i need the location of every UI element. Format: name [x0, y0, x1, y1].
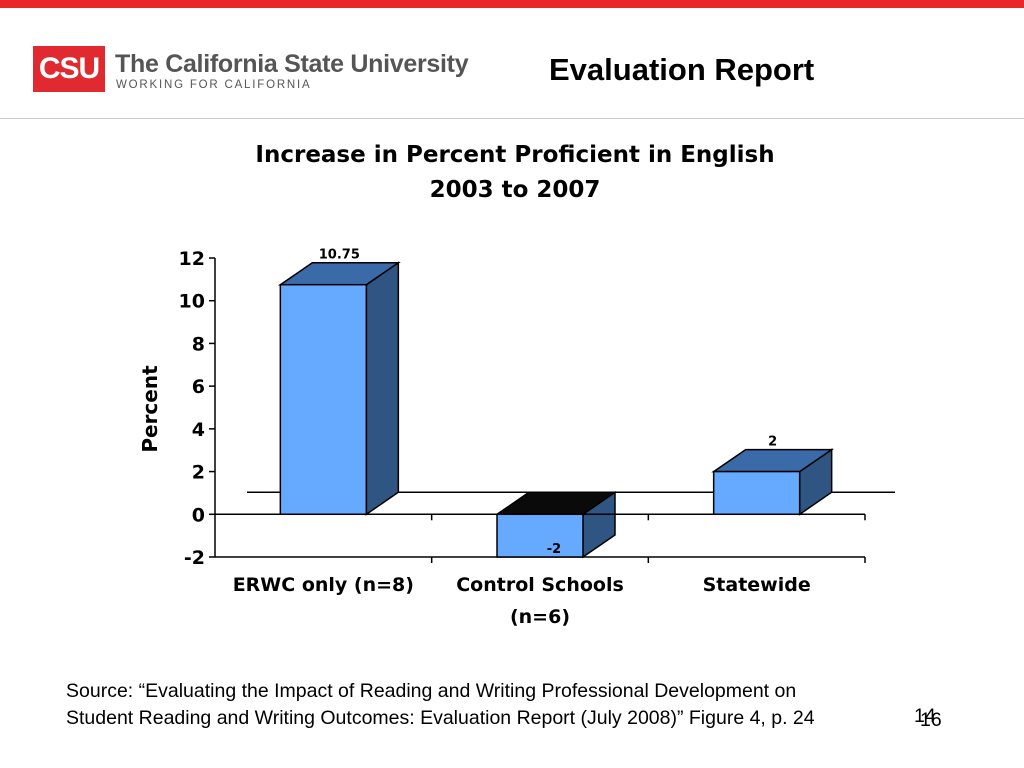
csu-logo-tagline: WORKING FOR CALIFORNIA — [116, 79, 312, 91]
header-divider — [0, 118, 1024, 119]
bar — [712, 470, 801, 516]
source-line-1: Source: “Evaluating the Impact of Readin… — [66, 680, 797, 702]
x-category-label: (n=6) — [510, 606, 570, 628]
data-label: 2 — [768, 435, 777, 450]
bar — [496, 513, 584, 558]
x-category-label: ERWC only (n=8) — [233, 574, 414, 596]
y-tick-label: 4 — [192, 419, 205, 441]
csu-logo-mark: CSU — [33, 46, 105, 92]
y-tick-label: 12 — [179, 248, 205, 270]
source-line-2: Student Reading and Writing Outcomes: Ev… — [66, 707, 815, 729]
page-number-overlay: 16 — [920, 709, 942, 731]
y-tick-label: -2 — [184, 547, 205, 569]
source-citation: Source: “Evaluating the Impact of Readin… — [66, 678, 966, 732]
csu-logo: CSU The California State University WORK… — [33, 44, 469, 94]
y-axis-label: Percent — [138, 365, 162, 453]
y-tick-label: 0 — [192, 504, 205, 526]
page-number: 14 — [914, 705, 936, 727]
data-label: -2 — [547, 542, 561, 557]
y-tick-label: 8 — [192, 333, 205, 355]
bar — [279, 283, 368, 516]
bar-side-face — [365, 261, 400, 516]
y-tick-label: 10 — [179, 291, 205, 313]
chart-subtitle: 2003 to 2007 — [430, 177, 601, 203]
y-tick-label: 2 — [192, 462, 205, 484]
page-title: Evaluation Report — [549, 52, 815, 87]
chart-title: Increase in Percent Proficient in Englis… — [255, 142, 774, 168]
x-category-label: Control Schools — [456, 574, 624, 596]
data-label: 10.75 — [319, 248, 360, 263]
top-accent-bar — [0, 0, 1024, 8]
x-category-label: Statewide — [703, 574, 811, 596]
csu-logo-name: The California State University — [115, 50, 469, 78]
y-tick-label: 6 — [192, 376, 205, 398]
